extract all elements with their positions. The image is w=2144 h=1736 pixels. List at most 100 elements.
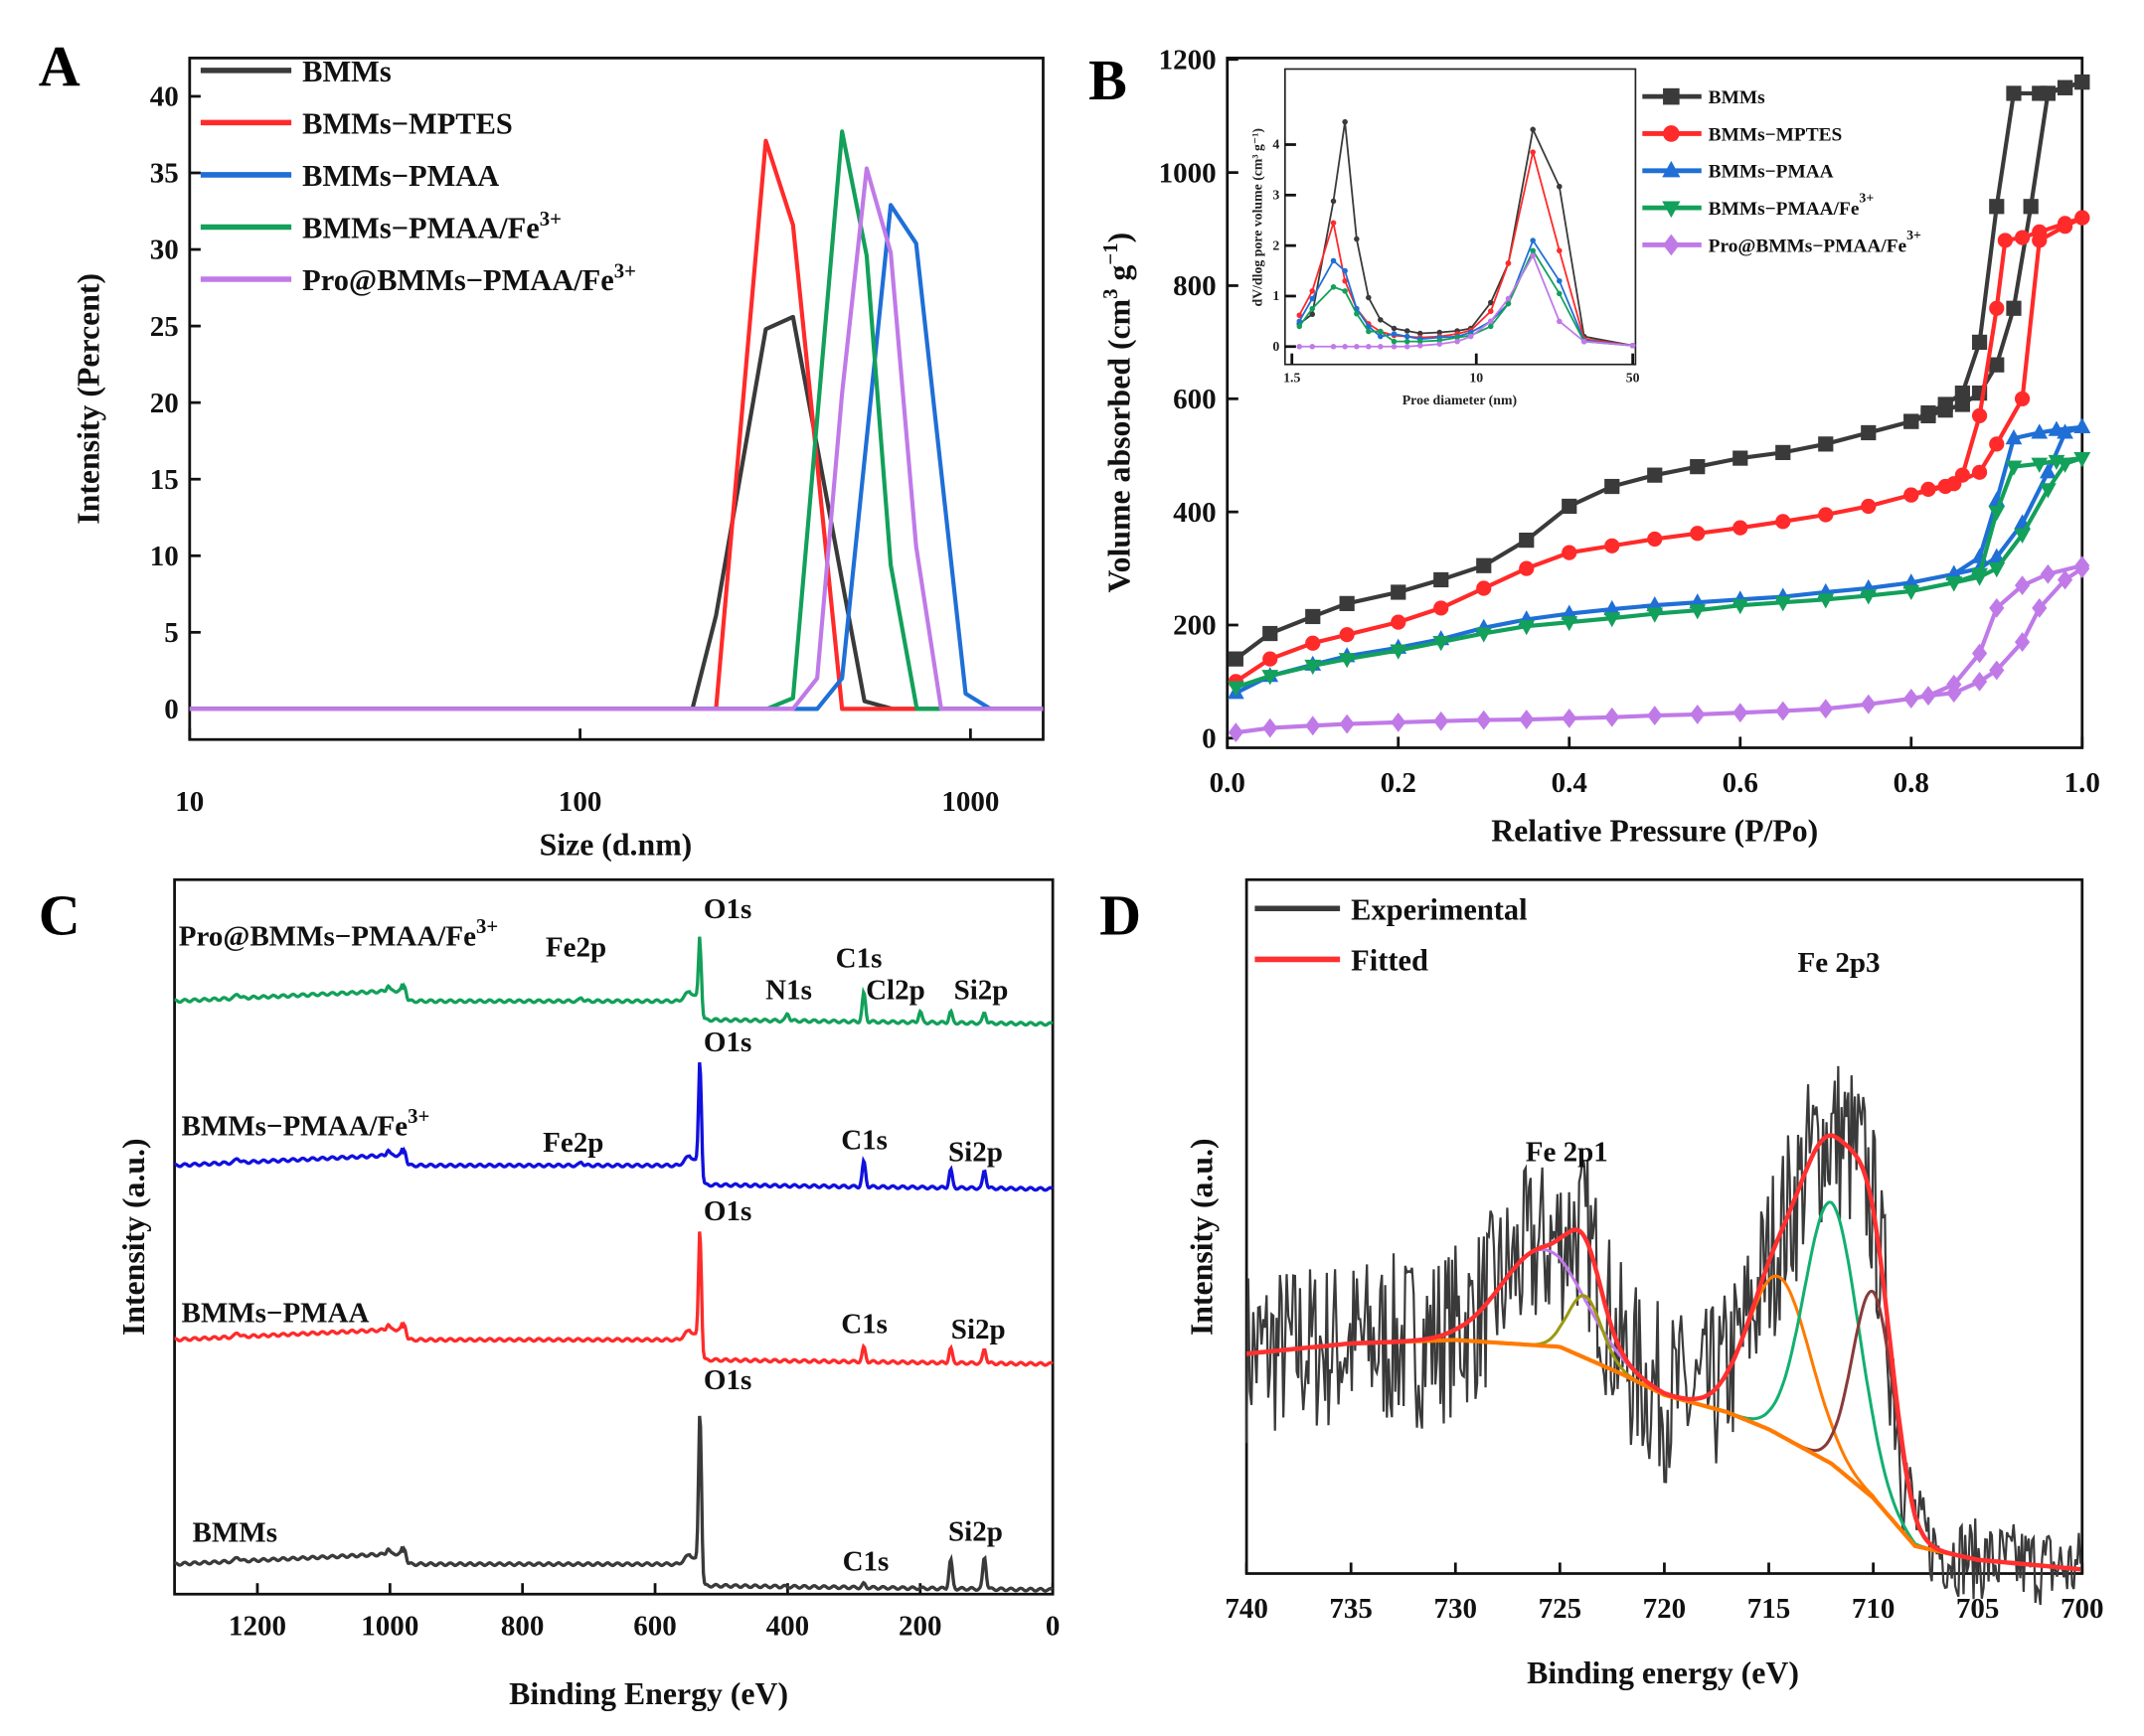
marker-diamond — [1690, 705, 1706, 724]
legend-label-text: BMMs−PMAA/Fe — [302, 212, 540, 245]
marker-triangle-down — [1988, 561, 2006, 578]
marker-triangle-down — [2005, 460, 2023, 476]
panel-a-frame — [188, 57, 1045, 741]
marker-square — [1989, 357, 2005, 373]
marker-diamond — [1861, 694, 1877, 714]
marker-circle — [1330, 344, 1337, 350]
marker-circle — [1530, 126, 1536, 133]
marker-triangle-down — [1945, 576, 1963, 592]
series-line-3 — [189, 129, 1044, 711]
y-tick-label: 0 — [164, 694, 179, 725]
legend-label: BMMs−PMAA — [1709, 162, 1834, 183]
panel-c-xlabel: Binding Energy (eV) — [509, 1676, 788, 1711]
spectrum-name-text: Pro@BMMs−PMAA/Fe — [179, 921, 476, 953]
marker-circle — [1378, 317, 1384, 323]
x-tick-label: 710 — [1852, 1593, 1896, 1625]
marker-circle — [1690, 526, 1706, 542]
marker-circle — [1378, 344, 1384, 350]
marker-square — [1775, 444, 1791, 460]
panel-c-ylabel: Intensity (a.u.) — [116, 1138, 151, 1336]
marker-triangle-down — [1689, 604, 1707, 620]
marker-circle — [1354, 310, 1360, 317]
marker-triangle-down — [2073, 451, 2091, 468]
marker-circle — [1818, 507, 1834, 523]
marker-circle — [1505, 295, 1512, 302]
series-line-4 — [189, 166, 1044, 711]
marker-circle — [1391, 344, 1398, 350]
marker-diamond — [2074, 555, 2090, 576]
legend-label-sup: 3+ — [614, 261, 636, 283]
marker-triangle-up — [1988, 548, 2006, 563]
panel-label-a: A — [39, 34, 81, 98]
inset-ylabel: dV/dlog pore volume (cm³ g⁻¹) — [1249, 128, 1265, 307]
spectrum-name: BMMs−PMAA — [182, 1297, 370, 1329]
marker-triangle-down — [1902, 584, 1920, 600]
peak-label-si2p: Si2p — [951, 1314, 1006, 1345]
peak-label-cl2p: Cl2p — [866, 975, 925, 1007]
panel-a-ylabel: Intensity (Percent) — [72, 273, 106, 525]
x-tick-label: 800 — [501, 1611, 545, 1643]
legend-label: BMMs — [302, 55, 392, 88]
spectrum-name-sup: 3+ — [408, 1106, 429, 1128]
peak-annotation: Fe 2p3 — [1798, 947, 1881, 979]
y-tick-label: 15 — [150, 464, 179, 496]
marker-triangle-down — [1817, 593, 1835, 609]
y-tick-label: 1200 — [1159, 44, 1217, 76]
panel-label-b: B — [1088, 48, 1127, 112]
marker-circle — [1309, 295, 1316, 302]
marker-circle — [1416, 342, 1423, 349]
legend-label-text: BMMs−PMAA — [1709, 162, 1834, 183]
y-tick-label: 40 — [150, 81, 179, 113]
marker-circle — [1305, 635, 1321, 651]
marker-circle — [2057, 216, 2073, 232]
marker-square — [1305, 608, 1321, 625]
marker-circle — [1342, 288, 1348, 294]
legend-label-text: BMMs−MPTES — [1709, 124, 1843, 145]
y-tick-label: 10 — [150, 541, 179, 572]
marker-circle — [1433, 600, 1449, 616]
marker-circle — [1487, 323, 1494, 330]
panel-b-inset: 1.5 10 50 0 1 2 3 4 Proe diameter (nm) dV/dlog … — [1249, 68, 1640, 408]
marker-triangle-down — [1338, 653, 1356, 669]
y-tick-label: 1000 — [1159, 157, 1217, 189]
marker-circle — [1342, 118, 1348, 125]
legend-label: BMMs−PMAA — [302, 159, 499, 193]
series-line-2 — [189, 203, 1044, 711]
marker-circle — [1530, 252, 1536, 259]
marker-circle — [1530, 237, 1536, 243]
marker-square — [1954, 386, 1970, 401]
marker-circle — [1378, 333, 1384, 340]
marker-triangle-down — [1518, 620, 1536, 636]
x-tick-label: 400 — [766, 1611, 810, 1643]
marker-square — [1339, 595, 1355, 611]
panel-d-legend: Experimental Fitted — [1254, 892, 1528, 978]
series-adsorption-line-4 — [1236, 566, 2083, 735]
legend-label-sup: 3+ — [1906, 228, 1921, 242]
marker-square — [1476, 557, 1492, 573]
marker-circle — [1416, 338, 1423, 345]
marker-circle — [2014, 230, 2031, 245]
marker-triangle-down — [1662, 201, 1681, 219]
legend-label-text: BMMs−PMAA/Fe — [1709, 199, 1860, 220]
marker-square — [2023, 199, 2039, 215]
series-desorption-line-2 — [1952, 424, 2082, 576]
marker-square — [1647, 467, 1663, 483]
marker-circle — [1436, 341, 1443, 347]
legend-label: Pro@BMMs−PMAA/Fe3+ — [302, 261, 636, 297]
marker-square — [1663, 87, 1680, 105]
spectrum-name-text: BMMs−PMAA — [182, 1297, 370, 1329]
marker-circle — [1366, 323, 1372, 330]
panel-b-frame — [1226, 57, 2084, 749]
marker-circle — [1487, 299, 1494, 306]
fitted-line — [1245, 1133, 2081, 1572]
marker-circle — [1366, 294, 1372, 301]
marker-triangle-up — [2073, 417, 2091, 433]
y-tick-label: 2 — [1272, 237, 1279, 252]
spectrum-line-1 — [174, 1062, 1054, 1192]
marker-circle — [1476, 580, 1492, 596]
marker-circle — [1557, 290, 1563, 297]
x-tick-label: 1200 — [229, 1611, 286, 1643]
legend-label: Experimental — [1351, 892, 1527, 926]
marker-square — [1519, 533, 1535, 549]
